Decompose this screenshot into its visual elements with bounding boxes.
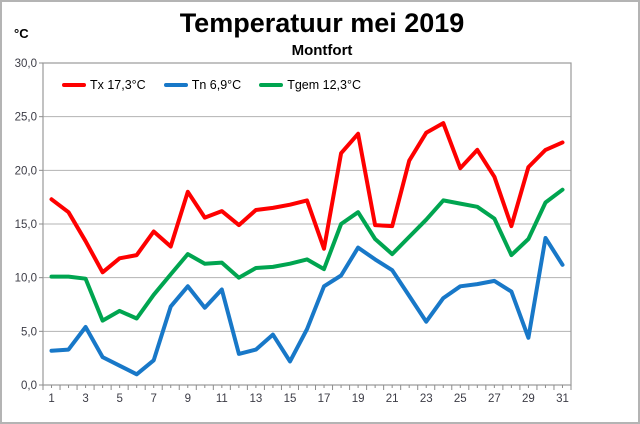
- legend-label-tx: Tx 17,3°C: [90, 78, 146, 92]
- x-axis-label: 13: [250, 393, 263, 405]
- x-axis-label: 31: [556, 393, 569, 405]
- series-line-tn: [49, 236, 565, 377]
- y-axis-label: 15,0: [15, 219, 37, 231]
- y-axis-label: 25,0: [15, 112, 37, 124]
- legend-label-tn: Tn 6,9°C: [191, 78, 242, 92]
- y-axis-label: 0,0: [21, 380, 37, 392]
- y-axis-label: 20,0: [15, 165, 37, 177]
- x-axis-label: 15: [284, 393, 297, 405]
- legend-entry-tx: Tx 17,3°C: [62, 78, 146, 92]
- tx-line-swatch-icon: [62, 83, 86, 87]
- x-axis-label: 3: [82, 393, 88, 405]
- legend-label-tgem: Tgem 12,3°C: [287, 78, 361, 92]
- series-line-tgem: [49, 187, 565, 323]
- legend-entry-tn: Tn 6,9°C: [163, 78, 242, 92]
- x-axis-label: 29: [522, 393, 535, 405]
- chart-title: Temperatuur mei 2019: [179, 8, 465, 38]
- x-axis-label: 17: [318, 393, 331, 405]
- x-axis-label: 7: [151, 393, 157, 405]
- x-axis-label: 21: [386, 393, 399, 405]
- x-axis-label: 27: [488, 393, 501, 405]
- chart-legend: Tx 17,3°C Tn 6,9°C Tgem 12,3°C: [62, 78, 361, 92]
- legend-entry-tgem: Tgem 12,3°C: [259, 78, 361, 92]
- tgem-line-swatch-icon: [259, 83, 284, 87]
- series-line-tx: [49, 121, 565, 275]
- x-axis-label: 9: [185, 393, 191, 405]
- x-axis-label: 19: [352, 393, 365, 405]
- x-axis-label: 5: [116, 393, 122, 405]
- chart-subtitle: Montfort: [291, 42, 353, 59]
- x-axis-label: 11: [216, 393, 228, 405]
- y-axis-label: 5,0: [21, 326, 37, 338]
- x-axis-label: 1: [48, 393, 54, 405]
- y-axis-unit-label: °C: [14, 26, 29, 41]
- tn-line-swatch-icon: [163, 83, 188, 87]
- x-axis-label: 23: [420, 393, 433, 405]
- y-axis-label: 30,0: [15, 58, 37, 70]
- x-axis-label: 25: [454, 393, 467, 405]
- y-axis-label: 10,0: [15, 273, 37, 285]
